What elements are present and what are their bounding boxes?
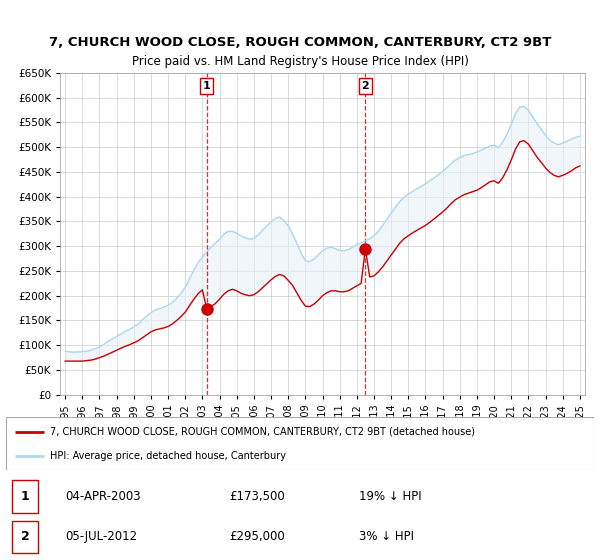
Text: 3% ↓ HPI: 3% ↓ HPI xyxy=(359,530,414,543)
Bar xyxy=(12,480,38,512)
Text: HPI: Average price, detached house, Canterbury: HPI: Average price, detached house, Cant… xyxy=(50,451,286,461)
Text: 19% ↓ HPI: 19% ↓ HPI xyxy=(359,490,421,503)
Text: £173,500: £173,500 xyxy=(229,490,285,503)
Bar xyxy=(12,521,38,553)
Text: 1: 1 xyxy=(203,81,211,91)
Text: Price paid vs. HM Land Registry's House Price Index (HPI): Price paid vs. HM Land Registry's House … xyxy=(131,55,469,68)
Text: 7, CHURCH WOOD CLOSE, ROUGH COMMON, CANTERBURY, CT2 9BT (detached house): 7, CHURCH WOOD CLOSE, ROUGH COMMON, CANT… xyxy=(50,427,475,437)
Text: £295,000: £295,000 xyxy=(229,530,285,543)
Text: 1: 1 xyxy=(21,490,29,503)
Text: 04-APR-2003: 04-APR-2003 xyxy=(65,490,140,503)
Text: 2: 2 xyxy=(362,81,369,91)
Text: 7, CHURCH WOOD CLOSE, ROUGH COMMON, CANTERBURY, CT2 9BT: 7, CHURCH WOOD CLOSE, ROUGH COMMON, CANT… xyxy=(49,35,551,49)
Text: 05-JUL-2012: 05-JUL-2012 xyxy=(65,530,137,543)
Text: 2: 2 xyxy=(21,530,29,543)
